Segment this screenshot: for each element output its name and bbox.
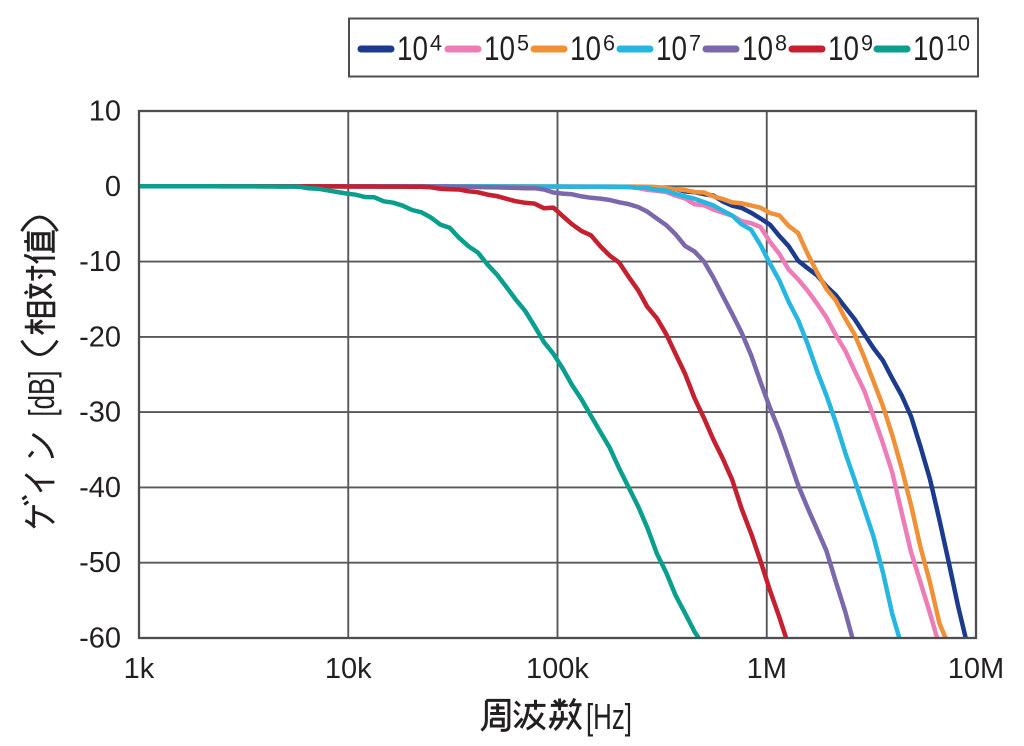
svg-text:10M: 10M (948, 653, 1004, 685)
svg-text:10: 10 (397, 30, 428, 68)
svg-text:5: 5 (517, 31, 529, 56)
svg-text:100k: 100k (526, 653, 589, 685)
svg-text:[Hz]: [Hz] (586, 696, 632, 737)
svg-text:-20: -20 (79, 321, 121, 353)
svg-text:10: 10 (913, 30, 944, 68)
svg-text:10: 10 (570, 30, 601, 68)
svg-text:-30: -30 (79, 397, 121, 429)
svg-text:-50: -50 (79, 547, 121, 579)
svg-text:10: 10 (656, 30, 687, 68)
svg-text:[dB]: [dB] (21, 371, 62, 417)
svg-text:10: 10 (89, 96, 121, 128)
svg-text:1k: 1k (124, 653, 155, 685)
svg-text:-10: -10 (79, 246, 121, 278)
svg-text:7: 7 (689, 31, 701, 56)
svg-text:-60: -60 (79, 623, 121, 655)
svg-text:10: 10 (946, 31, 970, 56)
svg-text:6: 6 (603, 31, 615, 56)
svg-text:10: 10 (742, 30, 773, 68)
svg-text:10: 10 (484, 30, 515, 68)
svg-text:9: 9 (861, 31, 873, 56)
svg-text:1M: 1M (747, 653, 787, 685)
svg-text:4: 4 (430, 31, 442, 56)
svg-text:-40: -40 (79, 472, 121, 504)
svg-text:10: 10 (828, 30, 859, 68)
svg-text:10k: 10k (325, 653, 372, 685)
svg-text:0: 0 (105, 171, 121, 203)
svg-text:8: 8 (775, 31, 787, 56)
